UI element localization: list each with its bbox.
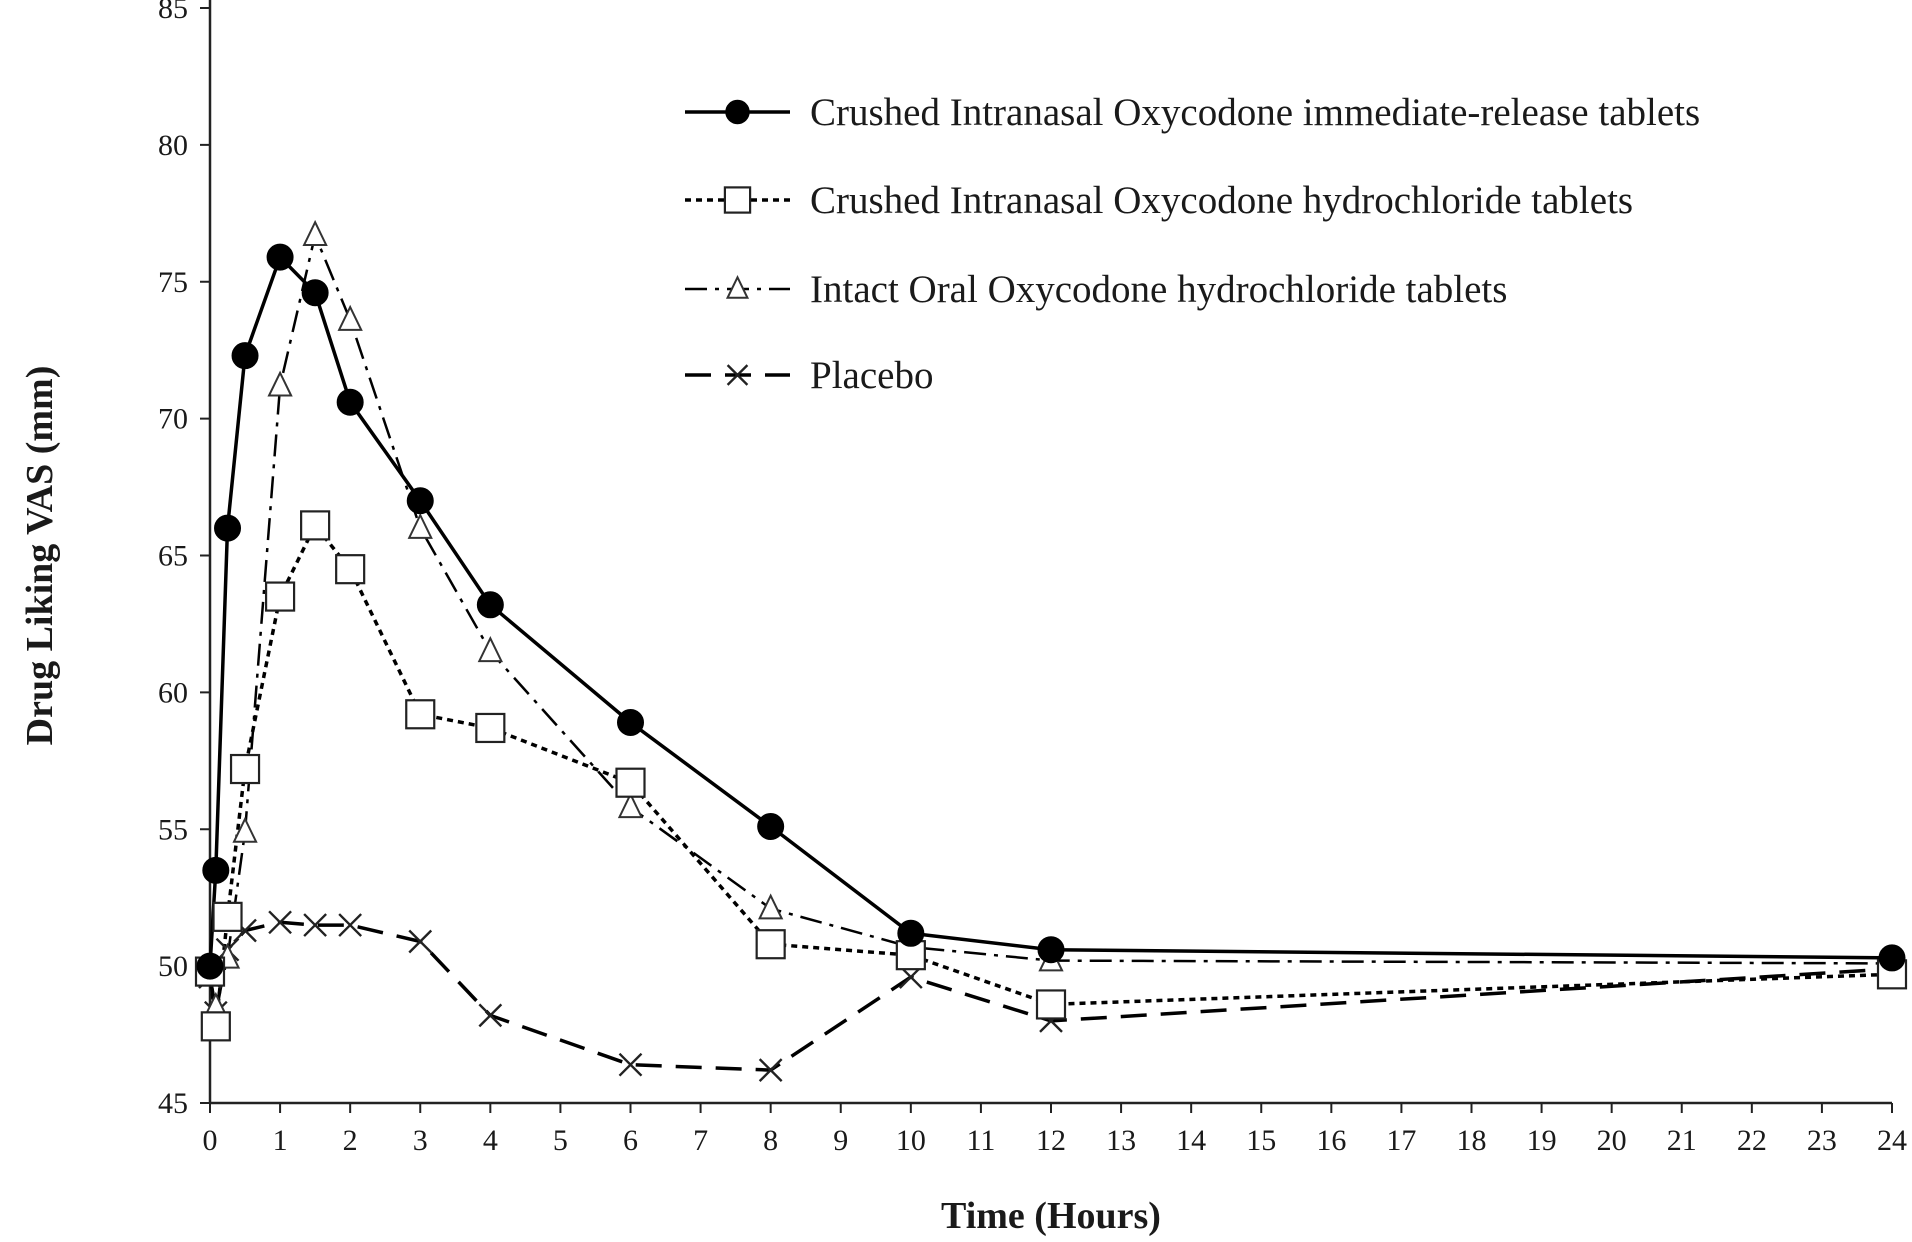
data-point-series-1 (229, 753, 261, 785)
data-point-series-0 (214, 514, 242, 542)
legend-item-3: Placebo (685, 354, 933, 397)
data-point-series-0 (617, 708, 644, 736)
data-point-series-1 (264, 581, 296, 612)
x-tick-label: 20 (1597, 1124, 1627, 1157)
data-point-series-1 (755, 929, 786, 960)
data-point-series-1 (405, 699, 436, 730)
data-point-series-3 (303, 913, 327, 937)
data-point-series-0 (196, 952, 224, 980)
data-point-series-1 (475, 712, 506, 744)
y-tick-label: 85 (158, 0, 188, 25)
data-point-series-3 (758, 1058, 783, 1082)
data-point-series-0 (897, 919, 925, 947)
legend-marker (726, 364, 749, 386)
data-point-series-0 (336, 388, 364, 416)
x-tick-label: 13 (1106, 1124, 1136, 1157)
data-point-series-2 (617, 792, 644, 819)
data-point-series-1 (335, 554, 366, 585)
x-tick-label: 15 (1246, 1124, 1276, 1157)
data-point-series-3 (338, 913, 363, 937)
legend-item-0: Crushed Intranasal Oxycodone immediate-r… (685, 91, 1700, 134)
series-markers (194, 219, 1908, 1082)
legend-item-2: Intact Oral Oxycodone hydrochloride tabl… (685, 268, 1507, 311)
x-tick-label: 16 (1316, 1124, 1346, 1157)
x-axis-title: Time (Hours) (941, 1195, 1161, 1237)
legend-marker (723, 186, 752, 214)
data-point-series-2 (267, 370, 293, 397)
legend-label: Crushed Intranasal Oxycodone hydrochlori… (810, 179, 1633, 222)
x-tick-label: 0 (203, 1124, 218, 1157)
legend: Crushed Intranasal Oxycodone immediate-r… (685, 91, 1700, 397)
data-point-series-0 (1878, 944, 1906, 972)
data-point-series-3 (268, 910, 292, 935)
x-tick-label: 17 (1386, 1124, 1416, 1157)
data-point-series-0 (301, 279, 329, 307)
x-tick-label: 19 (1527, 1124, 1557, 1157)
legend-item-1: Crushed Intranasal Oxycodone hydrochlori… (685, 179, 1633, 222)
x-tick-label: 1 (273, 1124, 288, 1157)
legend-label: Intact Oral Oxycodone hydrochloride tabl… (810, 268, 1507, 311)
x-tick-label: 12 (1036, 1124, 1066, 1157)
x-tick-label: 14 (1176, 1124, 1206, 1157)
y-tick-label: 80 (158, 129, 188, 162)
x-tick-label: 11 (966, 1124, 995, 1157)
x-tick-label: 24 (1877, 1124, 1907, 1157)
x-tick-label: 9 (833, 1124, 848, 1157)
data-point-series-2 (407, 512, 433, 539)
y-axis-title: Drug Liking VAS (mm) (19, 366, 61, 746)
data-point-series-1 (615, 767, 646, 798)
data-point-series-0 (231, 342, 259, 370)
x-tick-label: 18 (1457, 1124, 1487, 1157)
legend-label: Placebo (810, 354, 933, 397)
data-point-series-1 (1035, 989, 1067, 1020)
x-tick-label: 7 (693, 1124, 708, 1157)
data-point-series-2 (232, 816, 258, 843)
data-point-series-0 (476, 591, 504, 619)
series-line-1 (208, 523, 1893, 1029)
data-point-series-1 (212, 901, 243, 932)
x-tick-label: 4 (483, 1124, 498, 1157)
data-point-series-2 (302, 219, 328, 246)
y-tick-label: 50 (158, 950, 188, 983)
data-point-series-0 (757, 813, 785, 841)
data-point-series-3 (478, 1003, 503, 1028)
data-point-series-1 (200, 1011, 231, 1042)
y-tick-label: 70 (158, 403, 188, 436)
data-point-series-3 (408, 929, 433, 954)
series-line-2 (208, 233, 1893, 1009)
series-line-0 (208, 255, 1893, 967)
x-tick-label: 23 (1807, 1124, 1837, 1157)
legend-marker (725, 275, 750, 299)
data-point-series-0 (406, 487, 434, 515)
x-tick-label: 21 (1667, 1124, 1697, 1157)
y-tick-label: 45 (158, 1087, 188, 1120)
x-tick-label: 6 (623, 1124, 638, 1157)
data-point-series-1 (300, 510, 331, 541)
data-point-series-2 (758, 893, 784, 920)
legend-label: Crushed Intranasal Oxycodone immediate-r… (810, 91, 1700, 134)
legend-marker (725, 99, 750, 125)
x-tick-label: 8 (763, 1124, 778, 1157)
data-point-series-0 (1037, 936, 1065, 964)
data-point-series-3 (618, 1052, 643, 1077)
data-point-series-0 (202, 856, 230, 884)
x-tick-label: 3 (413, 1124, 428, 1157)
data-point-series-2 (337, 304, 363, 331)
x-tick-label: 2 (343, 1124, 358, 1157)
y-tick-label: 55 (158, 813, 188, 846)
x-tick-label: 10 (896, 1124, 926, 1157)
y-tick-label: 75 (158, 266, 188, 299)
x-tick-label: 5 (553, 1124, 568, 1157)
x-tick-label: 22 (1737, 1124, 1767, 1157)
y-tick-label: 65 (158, 540, 188, 573)
data-point-series-0 (266, 243, 294, 271)
y-tick-label: 60 (158, 676, 188, 709)
data-point-series-2 (477, 636, 503, 663)
